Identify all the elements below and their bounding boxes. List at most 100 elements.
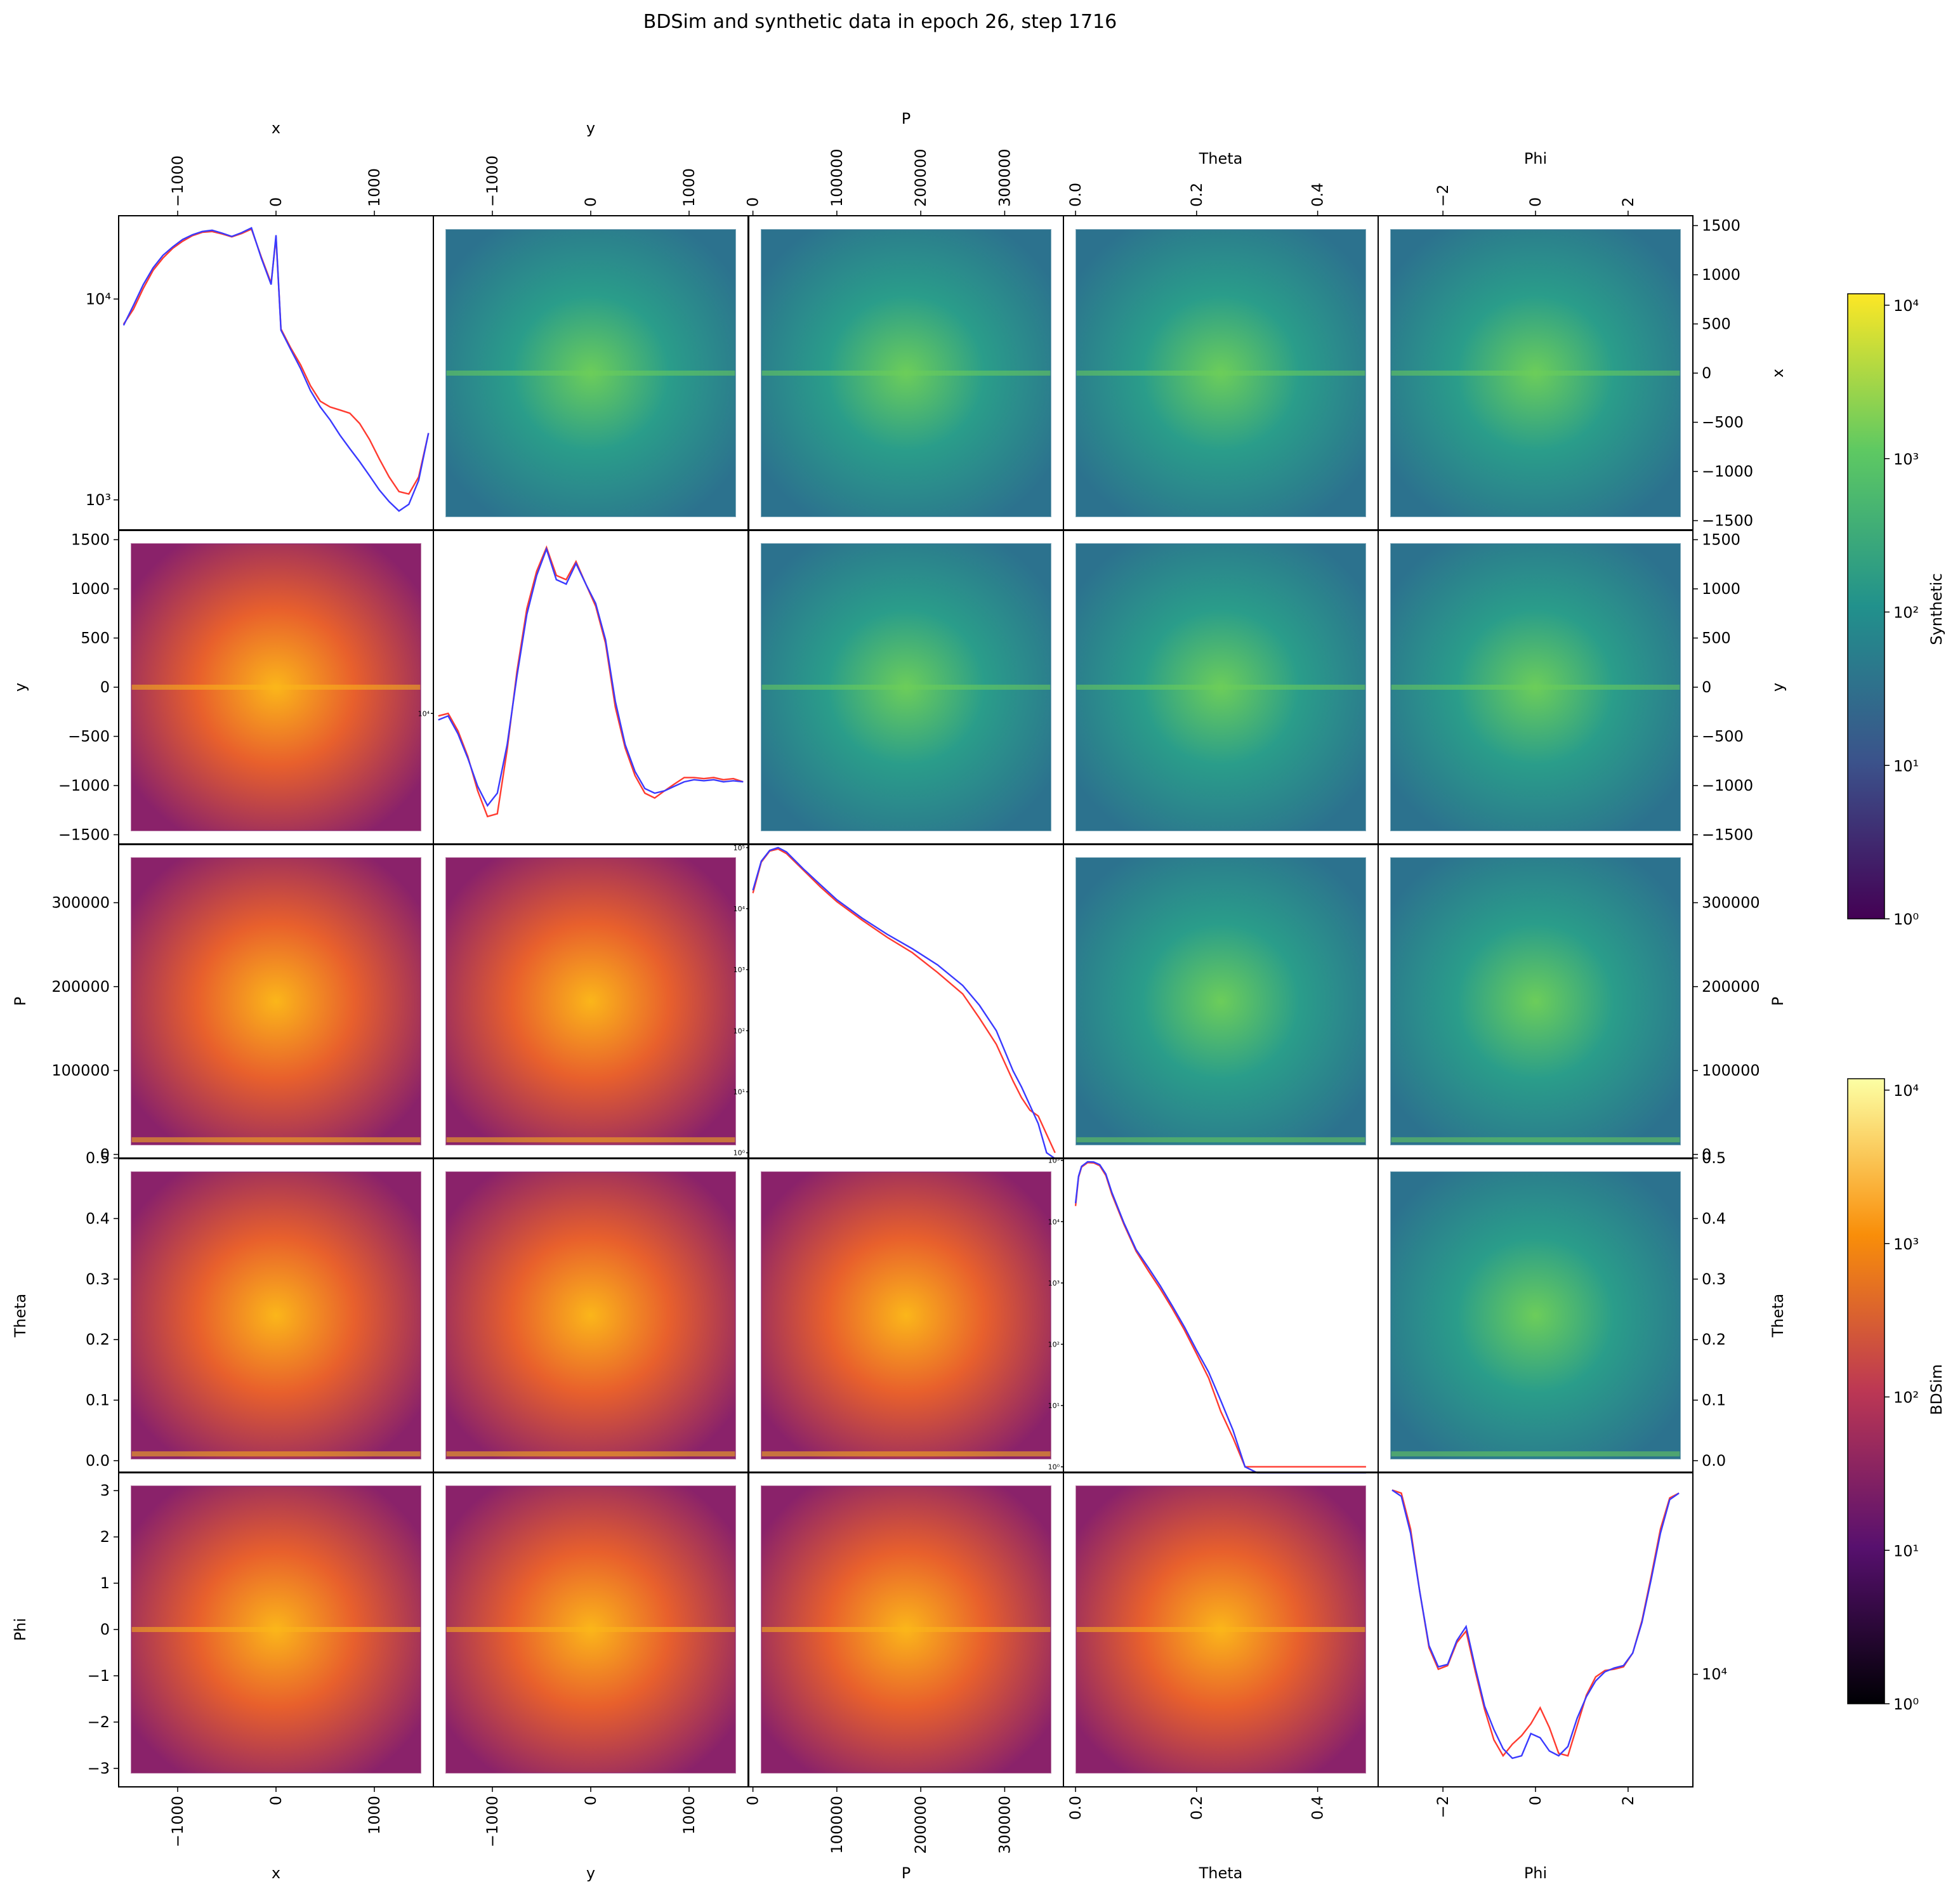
colorbar-tick-label: 10⁰ [1893, 1695, 1919, 1713]
density-ridge [761, 1627, 1051, 1632]
density-edge [761, 229, 1051, 517]
colorbar-tick-label: 10¹ [1893, 1542, 1919, 1560]
density-field [446, 858, 735, 1145]
right-axis-label-y: y [1769, 683, 1787, 692]
hist1d-y: 10⁴ [418, 545, 744, 818]
bottom-axis-label-Phi: Phi [1524, 1864, 1547, 1882]
bottom-tick-label-y: −1000 [483, 1796, 501, 1847]
top-tick-label-Theta: 0.2 [1188, 183, 1206, 207]
left-tick-label-Theta: 0.1 [86, 1392, 110, 1409]
hist2d-Theta-vs-Phi [1075, 1485, 1366, 1774]
left-tick-label-P: 300000 [51, 894, 110, 912]
colorbar-tick-label: 10⁴ [1893, 297, 1919, 315]
bottom-axis-label-y: y [586, 1864, 595, 1882]
right-axis-label-P: P [1769, 997, 1787, 1006]
density-ridge [446, 1137, 735, 1143]
left-tick-label-y: −1000 [58, 777, 110, 794]
bottom-tick-label-P: 100000 [828, 1796, 846, 1854]
density-edge [445, 229, 736, 517]
density-edge [1390, 857, 1681, 1145]
right-tick-label-y: 1000 [1702, 580, 1740, 598]
density-ridge [131, 1627, 421, 1632]
figure-title: BDSim and synthetic data in epoch 26, st… [643, 11, 1117, 33]
density-ridge [761, 371, 1051, 376]
bottom-tick-label-Theta: 0.2 [1188, 1796, 1206, 1820]
hist1d-P: 10⁰ 10¹ 10² 10³ 10⁴ 10⁵ [733, 844, 1056, 1159]
bdsim-histogram-line [1074, 1161, 1366, 1468]
top-tick-label-Theta: 0.4 [1309, 183, 1327, 207]
left-axis-label-Phi: Phi [11, 1618, 29, 1641]
left-axis-label-Theta: Theta [11, 1294, 29, 1338]
right-tick-label-y: −1000 [1702, 777, 1753, 794]
bottom-axis-label-Theta: Theta [1199, 1864, 1243, 1882]
tick-label: 10¹ [1048, 1402, 1060, 1410]
top-axis-label-Phi: Phi [1524, 150, 1547, 168]
density-edge [761, 543, 1051, 831]
right-tick-label-y: 1500 [1702, 531, 1740, 549]
hist2d-x-vs-Theta [131, 1171, 421, 1459]
right-tick-label-Theta: 0.2 [1702, 1331, 1726, 1348]
left-tick-label-y: 1500 [71, 531, 110, 549]
left-tick-label-Theta: 0.3 [86, 1270, 110, 1288]
density-field [131, 1172, 421, 1459]
panel-frame [748, 843, 1064, 1159]
density-edge [131, 543, 421, 831]
density-field [446, 1172, 735, 1459]
panel-frame [1063, 1157, 1379, 1473]
tick-label: 10⁰ [733, 1149, 746, 1157]
synthetic-colorbar-label: Synthetic [1928, 573, 1945, 645]
density-ridge [1076, 1627, 1365, 1632]
right-tick-label-Theta: 0.0 [1702, 1452, 1726, 1470]
bottom-axis-label-P: P [902, 1864, 911, 1882]
hist2d-P-vs-x [761, 229, 1051, 517]
density-field [1391, 1172, 1680, 1459]
right-tick-label-y: 0 [1702, 678, 1711, 696]
left-tick-label-P: 200000 [51, 978, 110, 996]
hist2d-Phi-vs-Theta [1390, 1171, 1681, 1459]
hist2d-P-vs-y [761, 543, 1051, 831]
density-edge [761, 1485, 1051, 1774]
right-axis-label-Theta: Theta [1769, 1294, 1787, 1338]
hist2d-x-vs-y [131, 543, 421, 831]
bdsim-histogram-line [122, 228, 430, 495]
left-tick-label-Phi: −1 [88, 1667, 110, 1685]
hist2d-y-vs-Phi [445, 1485, 736, 1774]
bottom-tick-label-P: 0 [744, 1796, 762, 1805]
density-ridge [446, 1451, 735, 1457]
density-edge [1390, 229, 1681, 517]
hist2d-y-vs-x [445, 229, 736, 517]
tick-label: 10¹ [733, 1088, 745, 1096]
bottom-tick-label-Theta: 0.0 [1067, 1796, 1084, 1820]
bottom-tick-label-x: −1000 [169, 1796, 187, 1847]
top-tick-label-P: 300000 [996, 148, 1013, 207]
density-ridge [446, 1627, 735, 1632]
density-ridge [1391, 1137, 1680, 1143]
top-tick-label-P: 0 [744, 197, 762, 207]
tick-label: 10² [1048, 1340, 1060, 1348]
colorbar-tick-label: 10¹ [1893, 757, 1919, 775]
bottom-axis-label-x: x [272, 1864, 280, 1882]
tick-label: 10³ [86, 491, 111, 509]
panel-frame [118, 215, 434, 531]
tick-label: 10⁴ [733, 905, 746, 913]
right-tick-label-x: −1000 [1702, 463, 1753, 480]
bottom-tick-label-x: 1000 [365, 1796, 383, 1834]
hist2d-Phi-vs-P [1390, 857, 1681, 1145]
synthetic-histogram-line [438, 546, 744, 807]
top-tick-label-x: −1000 [169, 155, 187, 207]
bottom-tick-label-y: 0 [582, 1796, 600, 1805]
density-edge [1075, 857, 1366, 1145]
density-ridge [131, 685, 421, 690]
left-tick-label-Phi: −3 [88, 1760, 110, 1777]
bdsim-histogram-line [438, 545, 744, 818]
left-tick-label-Phi: 0 [100, 1621, 110, 1638]
right-tick-label-Theta: 0.3 [1702, 1270, 1726, 1288]
left-tick-label-Theta: 0.4 [86, 1209, 110, 1227]
right-tick-label-Theta: 0.5 [1702, 1149, 1726, 1167]
hist2d-Theta-vs-y [1075, 543, 1366, 831]
bottom-tick-label-Phi: −2 [1434, 1796, 1452, 1818]
right-tick-label-Theta: 0.4 [1702, 1209, 1726, 1227]
colorbar-tick-label: 10³ [1893, 451, 1919, 468]
right-tick-label-P: 100000 [1702, 1062, 1760, 1079]
